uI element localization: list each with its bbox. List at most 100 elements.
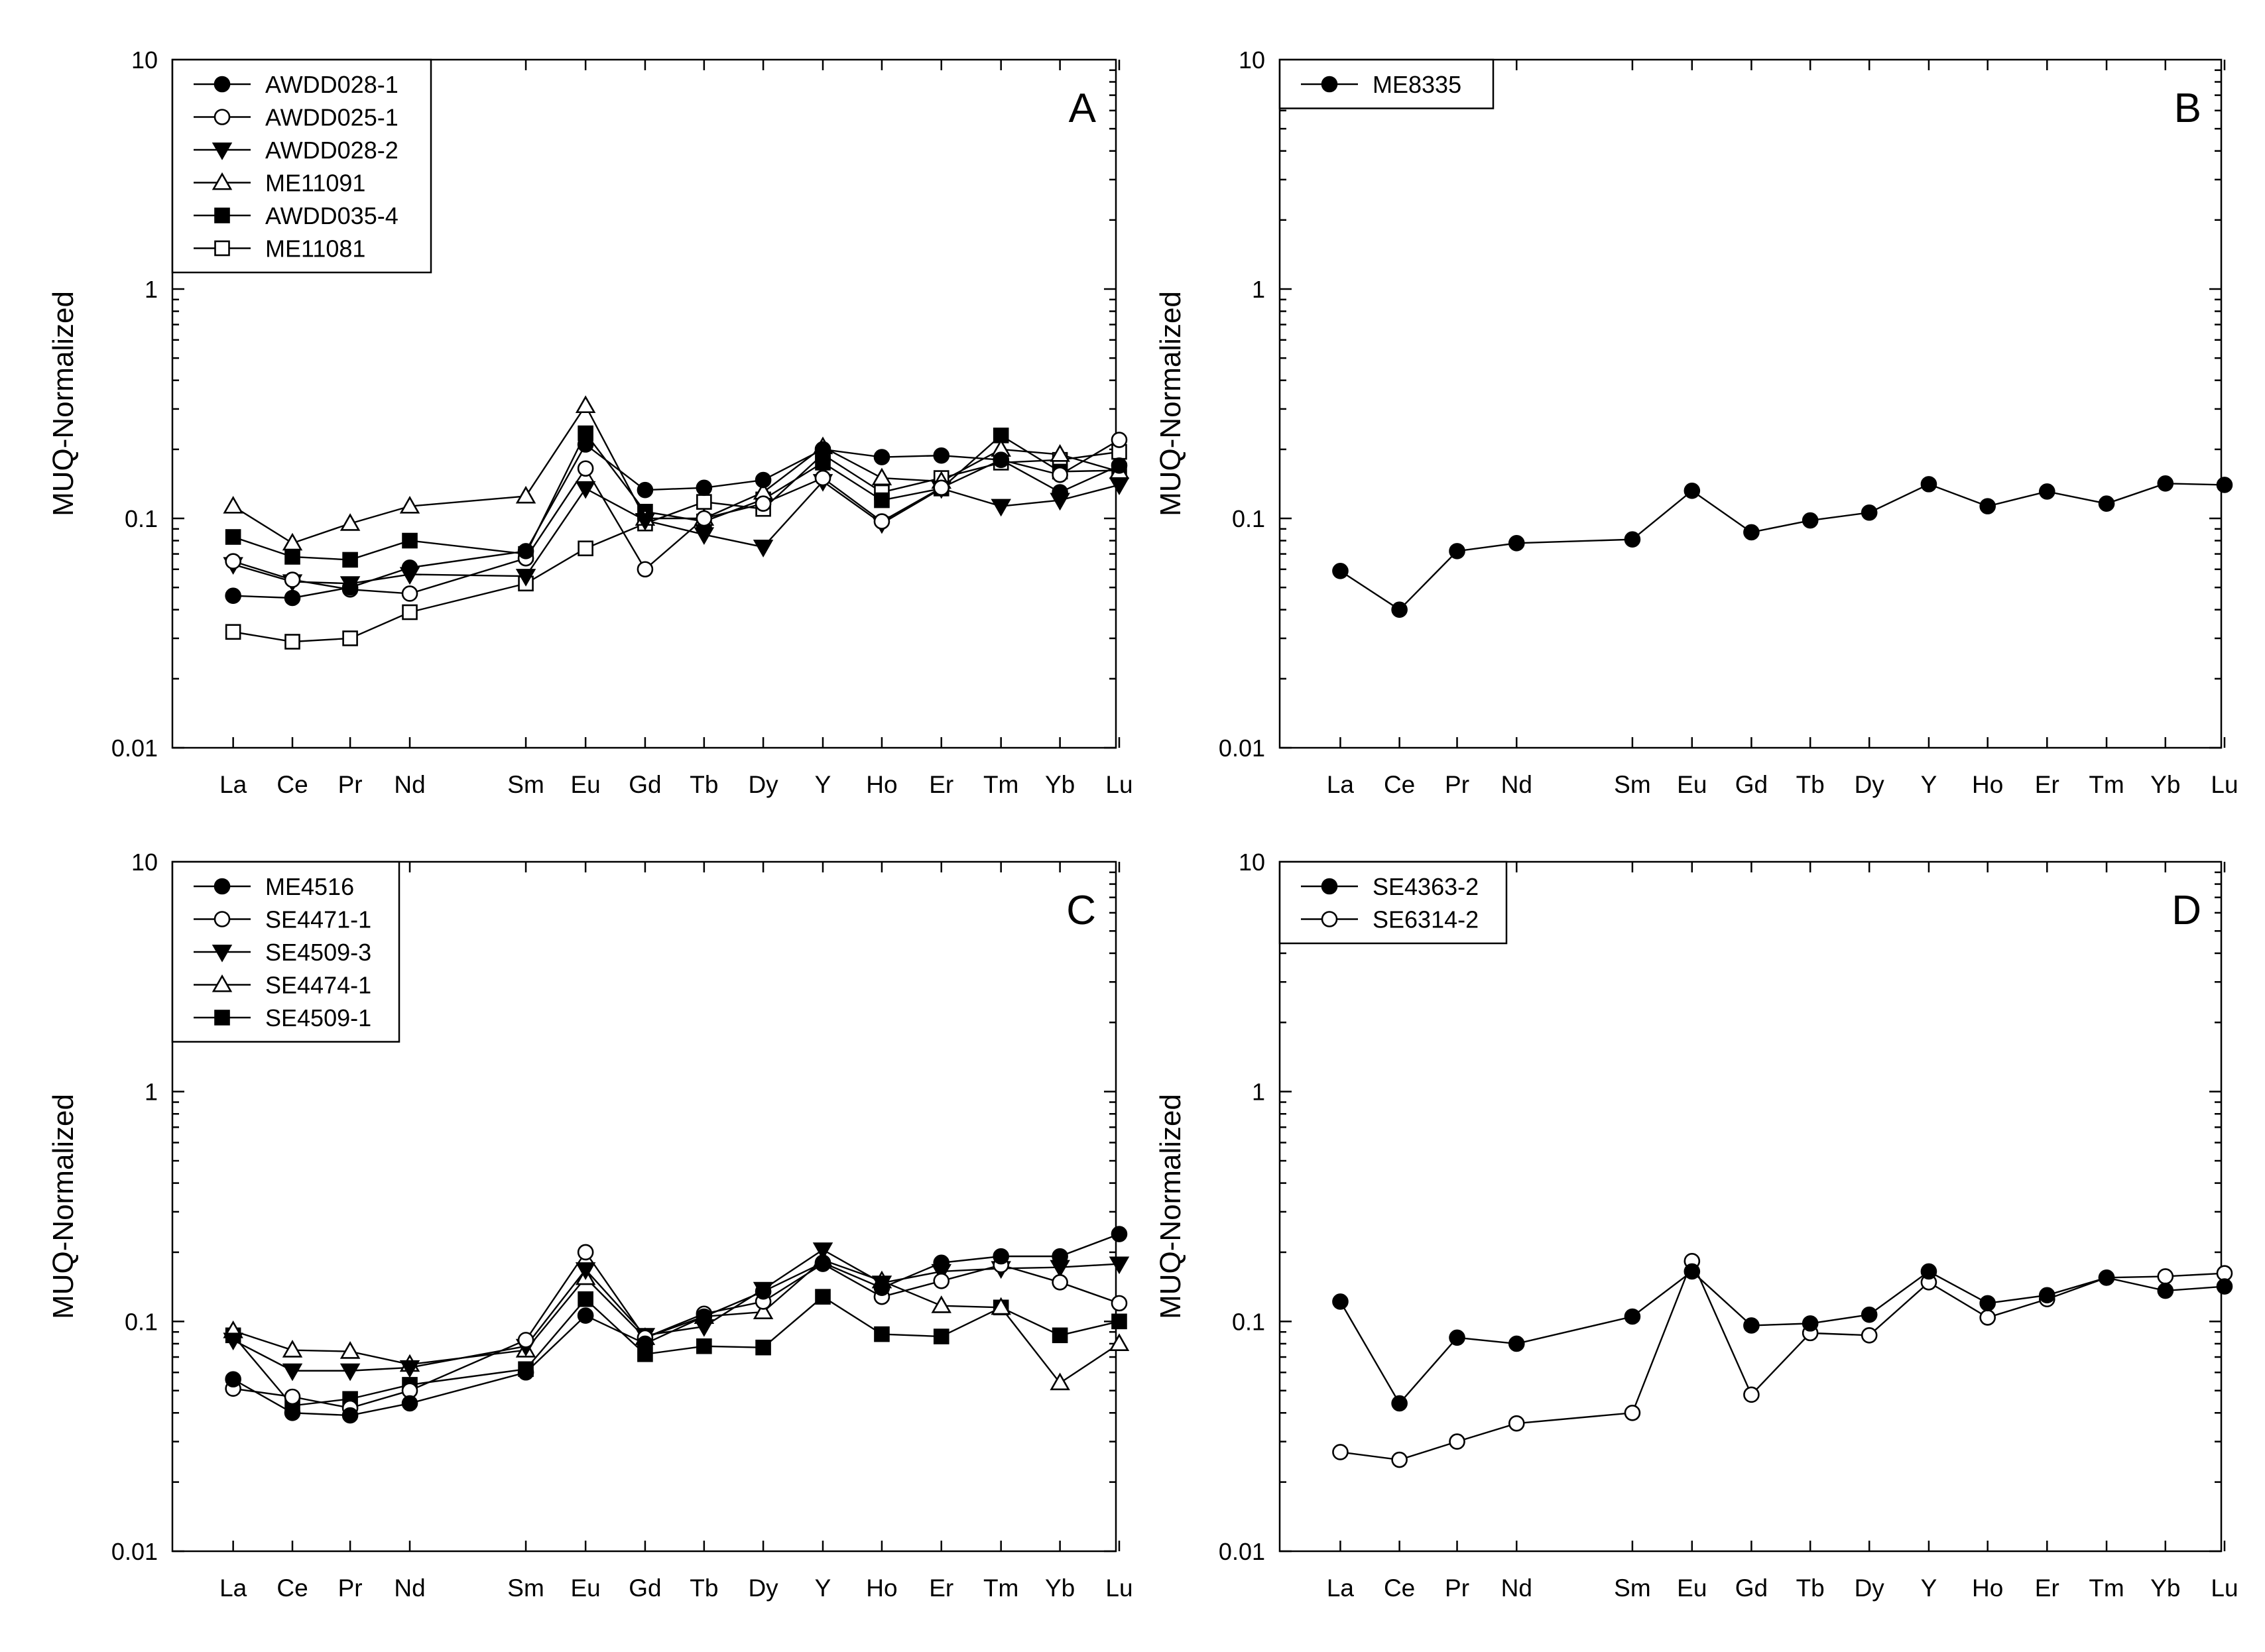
panel-c-x-tick-label-eu: Eu bbox=[570, 1574, 600, 1602]
panel-c-series-0-point-3 bbox=[401, 1395, 418, 1412]
panel-d-x-tick-label-dy: Dy bbox=[1855, 1574, 1885, 1602]
panel-c-x-tick-label-tb: Tb bbox=[690, 1574, 718, 1602]
panel-a-legend-label-4: AWDD035-4 bbox=[265, 202, 398, 229]
panel-c-series-0-point-8 bbox=[755, 1283, 772, 1300]
panel-a-legend-series-0-point-0 bbox=[214, 76, 231, 93]
panel-c-series-0-point-0 bbox=[225, 1371, 241, 1387]
panel-d-legend bbox=[1278, 860, 1508, 945]
panel-c-x-tick-label-dy: Dy bbox=[748, 1574, 778, 1602]
panel-d-x-tick-label-er: Er bbox=[2035, 1574, 2059, 1602]
panel-a-series-5-point-2 bbox=[342, 630, 358, 646]
panel-b-series-0-point-2 bbox=[1449, 543, 1465, 560]
panel-a-series-3-point-3 bbox=[399, 496, 420, 514]
panel-d-series-0-point-11 bbox=[2039, 1287, 2055, 1304]
panel-a-legend-series-3-point-0 bbox=[212, 172, 233, 190]
panel-d-series-0-point-1 bbox=[1391, 1395, 1408, 1412]
panel-c-series-3-point-2 bbox=[339, 1341, 361, 1359]
panel-a-series-1-point-6 bbox=[637, 561, 654, 578]
panel-b-series-0-point-6 bbox=[1743, 524, 1760, 541]
panel-d-series-0-point-0 bbox=[1332, 1293, 1349, 1310]
panel-b-series-0-point-4 bbox=[1624, 531, 1641, 548]
panel-c-x-tick-label-y: Y bbox=[815, 1574, 831, 1602]
panel-a-x-tick-label-tb: Tb bbox=[690, 771, 718, 798]
panel-a-series-0-point-12 bbox=[993, 451, 1009, 468]
panel-c-series-0-point-14 bbox=[1111, 1226, 1128, 1242]
panel-a-series-1-point-1 bbox=[284, 571, 301, 588]
panel-a-series-4-point-0 bbox=[225, 529, 241, 545]
panel-d-x-tick-label-yb: Yb bbox=[2150, 1574, 2180, 1602]
panel-a-series-0-point-8 bbox=[755, 471, 772, 489]
panel-a-series-3-point-2 bbox=[339, 513, 361, 531]
panel-a-series-5-point-5 bbox=[578, 540, 593, 557]
panel-a-y-tick-label: 10 bbox=[131, 46, 158, 74]
panel-c-y-axis-title: MUQ-Normalized bbox=[47, 1094, 80, 1319]
panel-c-legend-series-1-point-0 bbox=[214, 911, 231, 927]
panel-d-legend-label-0: SE4363-2 bbox=[1373, 873, 1479, 900]
panel-a-legend-series-2-point-0 bbox=[212, 142, 233, 160]
panel-c-series-2-point-0 bbox=[223, 1332, 243, 1351]
panel-d-series-0-point-7 bbox=[1802, 1315, 1819, 1332]
panel-b-series-0-point-10 bbox=[1979, 498, 1996, 514]
panel-a-series-1-point-10 bbox=[873, 513, 890, 530]
panel-c-legend-series-4-point-0 bbox=[214, 1010, 230, 1026]
panel-a-series-1-point-14 bbox=[1111, 432, 1128, 448]
panel-d-y-tick-label: 0.01 bbox=[1219, 1538, 1265, 1565]
panel-c-series-2-point-14 bbox=[1109, 1256, 1130, 1275]
panel-c-x-tick-label-sm: Sm bbox=[507, 1574, 544, 1602]
panel-c-series-0-point-5 bbox=[577, 1307, 594, 1324]
panel-c-series-0-point-7 bbox=[696, 1308, 713, 1325]
panel-c-series-3-point-12 bbox=[991, 1297, 1011, 1315]
panel-d-y-tick-label: 0.1 bbox=[1232, 1308, 1265, 1335]
panel-a-x-tick-label-y: Y bbox=[815, 771, 831, 798]
panel-a-series-3-point-5 bbox=[575, 395, 596, 414]
panel-c-series-0-point-6 bbox=[637, 1335, 654, 1352]
panel-c-series-1-point-13 bbox=[1052, 1274, 1068, 1291]
panel-d-x-tick-label-tm: Tm bbox=[2089, 1574, 2124, 1602]
panel-d-series-1-point-8 bbox=[1861, 1327, 1878, 1344]
panel-c-series-3-point-1 bbox=[282, 1340, 303, 1358]
panel-b-series-0-point-14 bbox=[2216, 477, 2233, 493]
panel-a-y-tick-label: 1 bbox=[145, 276, 158, 303]
panel-c-series-4-point-9 bbox=[815, 1289, 831, 1305]
panel-c-series-4-point-14 bbox=[1111, 1313, 1127, 1330]
panel-d-x-tick-label-eu: Eu bbox=[1677, 1574, 1707, 1602]
panel-a-series-2-point-4 bbox=[515, 569, 536, 587]
panel-a-x-tick-label-ho: Ho bbox=[866, 771, 897, 798]
panel-c-series-3-point-8 bbox=[753, 1301, 774, 1320]
panel-a-x-tick-label-er: Er bbox=[929, 771, 953, 798]
panel-c-legend-series-2-point-0 bbox=[212, 944, 233, 963]
panel-b-series-0-point-9 bbox=[1920, 476, 1937, 493]
panel-c-x-tick-label-yb: Yb bbox=[1045, 1574, 1075, 1602]
panel-c-x-tick-label-nd: Nd bbox=[394, 1574, 425, 1602]
panel-c-x-tick-label-er: Er bbox=[929, 1574, 953, 1602]
panel-a-series-2-point-5 bbox=[575, 481, 596, 499]
panel-c-x-tick-label-pr: Pr bbox=[338, 1574, 363, 1602]
panel-c-series-4-point-11 bbox=[933, 1328, 949, 1344]
panel-d-series-1-point-4 bbox=[1624, 1404, 1641, 1421]
panel-c-series-2-point-5 bbox=[575, 1262, 596, 1280]
panel-d-legend-series-1-point-0 bbox=[1321, 911, 1338, 927]
panel-d-x-tick-label-ho: Ho bbox=[1972, 1574, 2003, 1602]
panel-d-y-tick-label: 10 bbox=[1239, 849, 1265, 876]
panel-a-series-1-point-8 bbox=[755, 495, 772, 512]
panel-c-series-0-point-10 bbox=[873, 1279, 890, 1296]
panel-a-x-tick-label-eu: Eu bbox=[570, 771, 600, 798]
panel-d-legend-label-1: SE6314-2 bbox=[1373, 906, 1479, 933]
panel-a-legend-label-1: AWDD025-1 bbox=[265, 104, 398, 131]
panel-a-series-1-point-9 bbox=[814, 469, 831, 487]
panel-a-legend-label-2: AWDD028-2 bbox=[265, 137, 398, 164]
panel-a-x-tick-label-tm: Tm bbox=[983, 771, 1018, 798]
panel-c-series-4-point-7 bbox=[696, 1338, 712, 1354]
panel-a-legend-label-0: AWDD028-1 bbox=[265, 71, 398, 98]
panel-b-x-tick-label-dy: Dy bbox=[1855, 771, 1885, 798]
panel-a-series-4-point-3 bbox=[402, 532, 418, 549]
panel-c-x-tick-label-la: La bbox=[219, 1574, 247, 1602]
panel-b-y-tick-label: 10 bbox=[1239, 46, 1265, 74]
panel-b-series-0-point-11 bbox=[2039, 483, 2055, 500]
panel-a-series-0-point-9 bbox=[814, 441, 831, 458]
panel-d-x-tick-label-y: Y bbox=[1921, 1574, 1937, 1602]
panel-b-x-tick-label-tm: Tm bbox=[2089, 771, 2124, 798]
panel-c-y-tick-label: 0.01 bbox=[111, 1538, 158, 1565]
